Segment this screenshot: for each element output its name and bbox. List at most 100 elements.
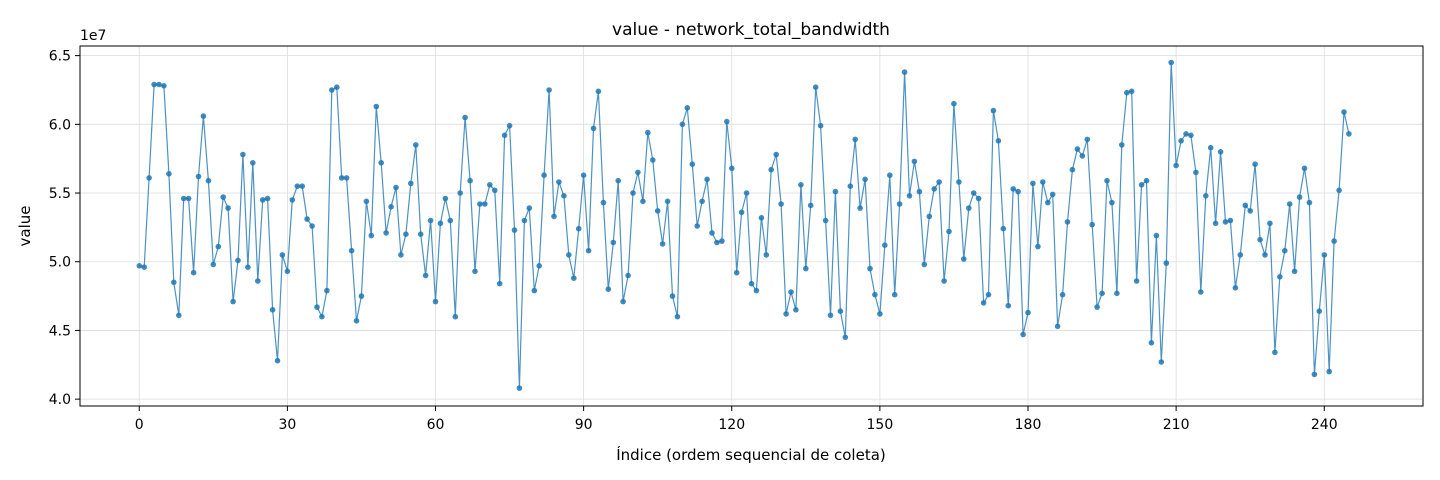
data-point (620, 298, 626, 305)
data-point (1069, 166, 1076, 173)
data-point (595, 88, 602, 95)
data-point (1158, 359, 1165, 365)
data-point (975, 195, 982, 202)
data-point (235, 257, 241, 264)
data-point (1035, 243, 1041, 250)
data-point (867, 265, 873, 272)
data-point (1237, 252, 1244, 258)
data-point (1207, 144, 1214, 151)
data-point (1049, 191, 1056, 198)
data-point (1227, 217, 1234, 224)
data-point (156, 81, 162, 88)
data-point (1005, 302, 1012, 309)
data-point (388, 204, 394, 210)
data-point (1272, 349, 1278, 356)
x-tick-label: 150 (867, 417, 894, 433)
data-point (487, 182, 493, 188)
data-point (1291, 268, 1298, 275)
data-point (447, 217, 454, 224)
data-point (817, 122, 824, 129)
data-point (852, 136, 858, 143)
data-point (891, 291, 898, 298)
data-point (274, 357, 281, 364)
data-point (1054, 323, 1061, 330)
data-point (748, 280, 755, 287)
data-point (857, 205, 863, 211)
data-point (931, 186, 937, 192)
data-point (1148, 340, 1155, 346)
data-point (314, 304, 320, 310)
data-point (161, 83, 167, 89)
data-point (250, 160, 256, 166)
data-point (1089, 221, 1095, 228)
data-point (240, 151, 246, 158)
data-point (427, 217, 434, 224)
data-point (146, 175, 152, 181)
data-point (1138, 182, 1145, 188)
data-point (1212, 220, 1219, 227)
data-point (887, 172, 893, 178)
data-point (990, 107, 997, 114)
data-point (916, 188, 923, 195)
data-point (882, 242, 888, 248)
data-point (822, 217, 829, 224)
data-point (832, 188, 839, 195)
data-point (768, 166, 774, 173)
data-point (1257, 236, 1263, 243)
data-point (961, 256, 967, 262)
data-point (862, 176, 868, 183)
data-point (610, 239, 617, 246)
data-point (1119, 142, 1125, 148)
data-point (1010, 186, 1016, 192)
y-scale-label: 1e7 (80, 28, 106, 44)
data-point (1104, 177, 1110, 184)
data-point (383, 230, 389, 236)
data-point (1331, 238, 1337, 244)
data-point (516, 385, 523, 391)
y-tick-label: 5.5 (49, 186, 71, 202)
data-point (220, 194, 226, 200)
y-tick-label: 5.0 (49, 255, 71, 271)
data-point (763, 252, 770, 258)
data-point (1143, 177, 1150, 184)
data-point (1178, 138, 1184, 144)
data-point (1079, 153, 1086, 159)
data-point (1336, 187, 1342, 194)
data-point (506, 122, 513, 129)
data-point (1242, 202, 1249, 209)
data-point (704, 176, 710, 183)
data-point (546, 87, 552, 93)
data-point (442, 195, 449, 202)
data-point (1074, 146, 1081, 152)
data-point (1094, 304, 1100, 310)
data-point (793, 307, 799, 313)
data-point (1282, 247, 1288, 254)
data-point (1326, 368, 1332, 375)
data-point (966, 205, 972, 211)
data-point (358, 293, 365, 299)
data-point (1133, 278, 1140, 284)
data-point (205, 177, 212, 184)
data-point (536, 263, 542, 269)
data-point (180, 195, 187, 202)
data-point (462, 114, 468, 121)
data-point (719, 238, 725, 244)
data-point (585, 247, 592, 254)
data-point (733, 269, 740, 276)
data-point (956, 179, 962, 185)
data-point (472, 268, 478, 275)
data-point (788, 289, 794, 295)
x-tick-label: 180 (1015, 417, 1042, 433)
y-axis-label: value (16, 206, 34, 247)
data-point (1168, 59, 1174, 66)
y-tick-label: 6.5 (49, 49, 71, 65)
data-point (1252, 161, 1258, 167)
data-point (437, 220, 444, 227)
data-point (625, 272, 631, 279)
data-point (309, 223, 315, 229)
data-point (1188, 132, 1194, 139)
data-point (141, 264, 147, 271)
data-point (1341, 109, 1347, 115)
data-point (526, 205, 533, 211)
data-point (343, 175, 350, 181)
